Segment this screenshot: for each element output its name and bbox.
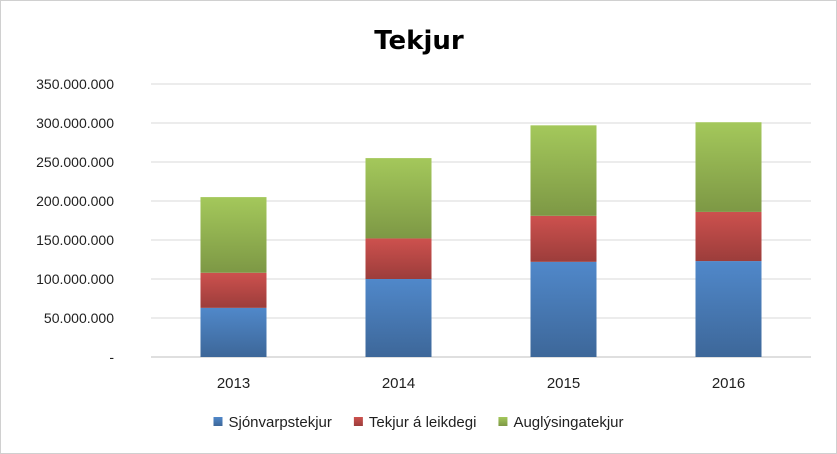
bar-segment xyxy=(200,272,267,308)
bar-segment xyxy=(530,261,597,357)
legend-label: Sjónvarpstekjur xyxy=(228,414,331,431)
chart-title: Tekjur xyxy=(374,26,464,56)
bar-segment xyxy=(365,279,432,357)
bar-segment xyxy=(365,238,432,279)
bar-segment xyxy=(695,261,762,357)
legend-item: Tekjur á leikdegi xyxy=(353,414,477,431)
bar-segment xyxy=(530,215,597,262)
y-tick-label: 250.000.000 xyxy=(36,154,114,170)
legend-item: Sjónvarpstekjur xyxy=(213,414,332,431)
y-tick-label: - xyxy=(109,349,114,365)
legend: Sjónvarpstekjur Tekjur á leikdegi Auglýsin… xyxy=(213,414,624,431)
legend-label: Auglýsingatekjur xyxy=(513,414,623,431)
x-tick-label: 2015 xyxy=(547,375,580,392)
bar-segment xyxy=(200,307,267,357)
y-tick-label: 50.000.000 xyxy=(44,310,114,326)
x-tick-label: 2013 xyxy=(217,375,250,392)
bar-segment xyxy=(200,197,267,273)
bars xyxy=(200,122,762,357)
x-axis-ticks: 2013 2014 2015 2016 xyxy=(217,375,745,392)
y-tick-label: 350.000.000 xyxy=(36,76,114,92)
y-axis-ticks: - 50.000.000 100.000.000 150.000.000 200.000… xyxy=(36,76,114,365)
legend-item: Auglýsingatekjur xyxy=(498,414,624,431)
x-tick-label: 2016 xyxy=(712,375,745,392)
x-tick-label: 2014 xyxy=(382,375,415,392)
y-tick-label: 150.000.000 xyxy=(36,232,114,248)
bar-segment xyxy=(365,158,432,239)
legend-swatch xyxy=(498,417,508,426)
y-tick-label: 300.000.000 xyxy=(36,115,114,131)
bar-segment xyxy=(695,122,762,212)
legend-swatch xyxy=(213,417,223,426)
legend-swatch xyxy=(353,417,363,426)
y-tick-label: 200.000.000 xyxy=(36,193,114,209)
legend-label: Tekjur á leikdegi xyxy=(369,414,477,431)
bar-segment xyxy=(695,211,762,262)
bar-segment xyxy=(530,125,597,216)
y-tick-label: 100.000.000 xyxy=(36,271,114,287)
